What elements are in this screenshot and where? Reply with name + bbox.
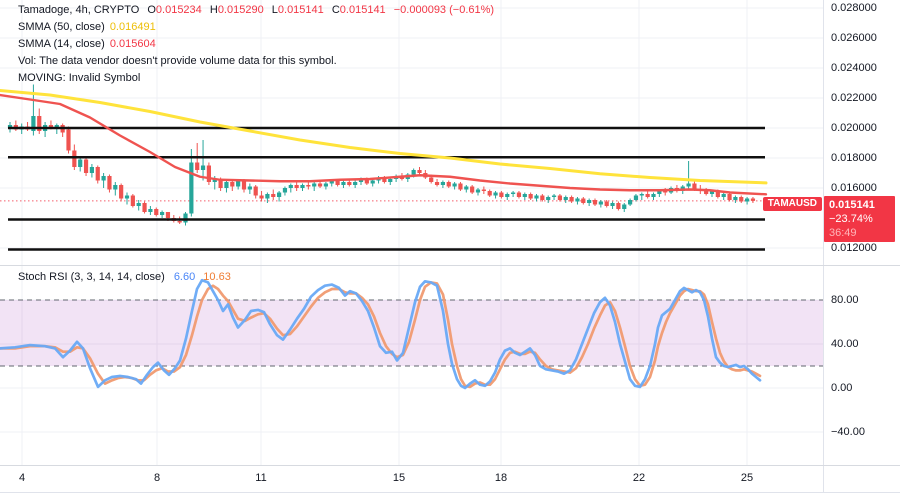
last-price-tag: 0.015141 −23.74% 36:49 (824, 196, 895, 242)
time-axis-label: 8 (153, 472, 161, 484)
low-value: 0.015141 (277, 4, 324, 16)
price-axis-label: 0.026000 (831, 31, 877, 44)
last-price-change-pct: −23.74% (829, 213, 873, 225)
price-axis-label: 0.028000 (831, 1, 877, 14)
indicator-axis-label: 0.00 (831, 381, 853, 394)
smma50-value: 0.016491 (109, 21, 156, 33)
price-axis-label: 0.016000 (831, 181, 877, 194)
smma50-label: SMMA (50, close) (18, 21, 105, 33)
price-axis-label: 0.024000 (831, 61, 877, 74)
pane-divider[interactable] (0, 265, 900, 266)
time-axis-bottom-border (0, 492, 900, 493)
indicator-axis-label: 80.00 (831, 293, 859, 306)
price-axis-label: 0.018000 (831, 151, 877, 164)
change-value: −0.000093 (−0.61%) (393, 4, 495, 16)
time-axis-top-border (0, 465, 900, 466)
time-axis-label: 22 (632, 472, 646, 484)
low-label: L (271, 4, 278, 16)
close-value: 0.015141 (339, 4, 386, 16)
smma14-value: 0.015604 (109, 38, 156, 50)
high-label: H (209, 4, 218, 16)
high-value: 0.015290 (217, 4, 264, 16)
indicator-axis-label: 40.00 (831, 337, 859, 350)
symbol-legend-row[interactable]: Tamadoge, 4h, CRYPTO O0.015234 H0.015290… (18, 2, 494, 19)
stoch-rsi-label: Stoch RSI (3, 3, 14, 14, close) (18, 271, 165, 283)
stoch-d-value: 10.63 (203, 271, 231, 283)
moving-invalid-note[interactable]: MOVING: Invalid Symbol (18, 72, 141, 84)
price-axis-separator (823, 0, 824, 493)
price-axis-label: 0.020000 (831, 121, 877, 134)
volume-unavailable-note[interactable]: Vol: The data vendor doesn't provide vol… (18, 55, 337, 67)
stoch-k-value: 6.60 (173, 271, 196, 283)
time-axis-label: 4 (18, 472, 26, 484)
last-price-value: 0.015141 (829, 199, 875, 211)
time-axis-label: 15 (392, 472, 406, 484)
close-label: C (331, 4, 340, 16)
open-label: O (147, 4, 156, 16)
symbol-title: Tamadoge, 4h, CRYPTO (18, 4, 140, 16)
smma14-legend-row[interactable]: SMMA (14, close) 0.015604 (18, 36, 494, 53)
symbol-price-tag: TAMAUSD (762, 197, 822, 211)
smma14-label: SMMA (14, close) (18, 38, 105, 50)
smma50-legend-row[interactable]: SMMA (50, close) 0.016491 (18, 19, 494, 36)
price-axis-label: 0.022000 (831, 91, 877, 104)
indicator-axis-label: −40.00 (831, 425, 865, 438)
bar-countdown: 36:49 (829, 227, 857, 239)
stoch-rsi-legend[interactable]: Stoch RSI (3, 3, 14, 14, close) 6.60 10.… (18, 271, 231, 283)
price-axis-label: 0.012000 (831, 241, 877, 254)
main-pane-legend: Tamadoge, 4h, CRYPTO O0.015234 H0.015290… (18, 2, 494, 87)
time-axis-label: 25 (740, 472, 754, 484)
open-value: 0.015234 (155, 4, 202, 16)
time-axis-label: 11 (255, 472, 267, 484)
time-axis-label: 18 (494, 472, 508, 484)
